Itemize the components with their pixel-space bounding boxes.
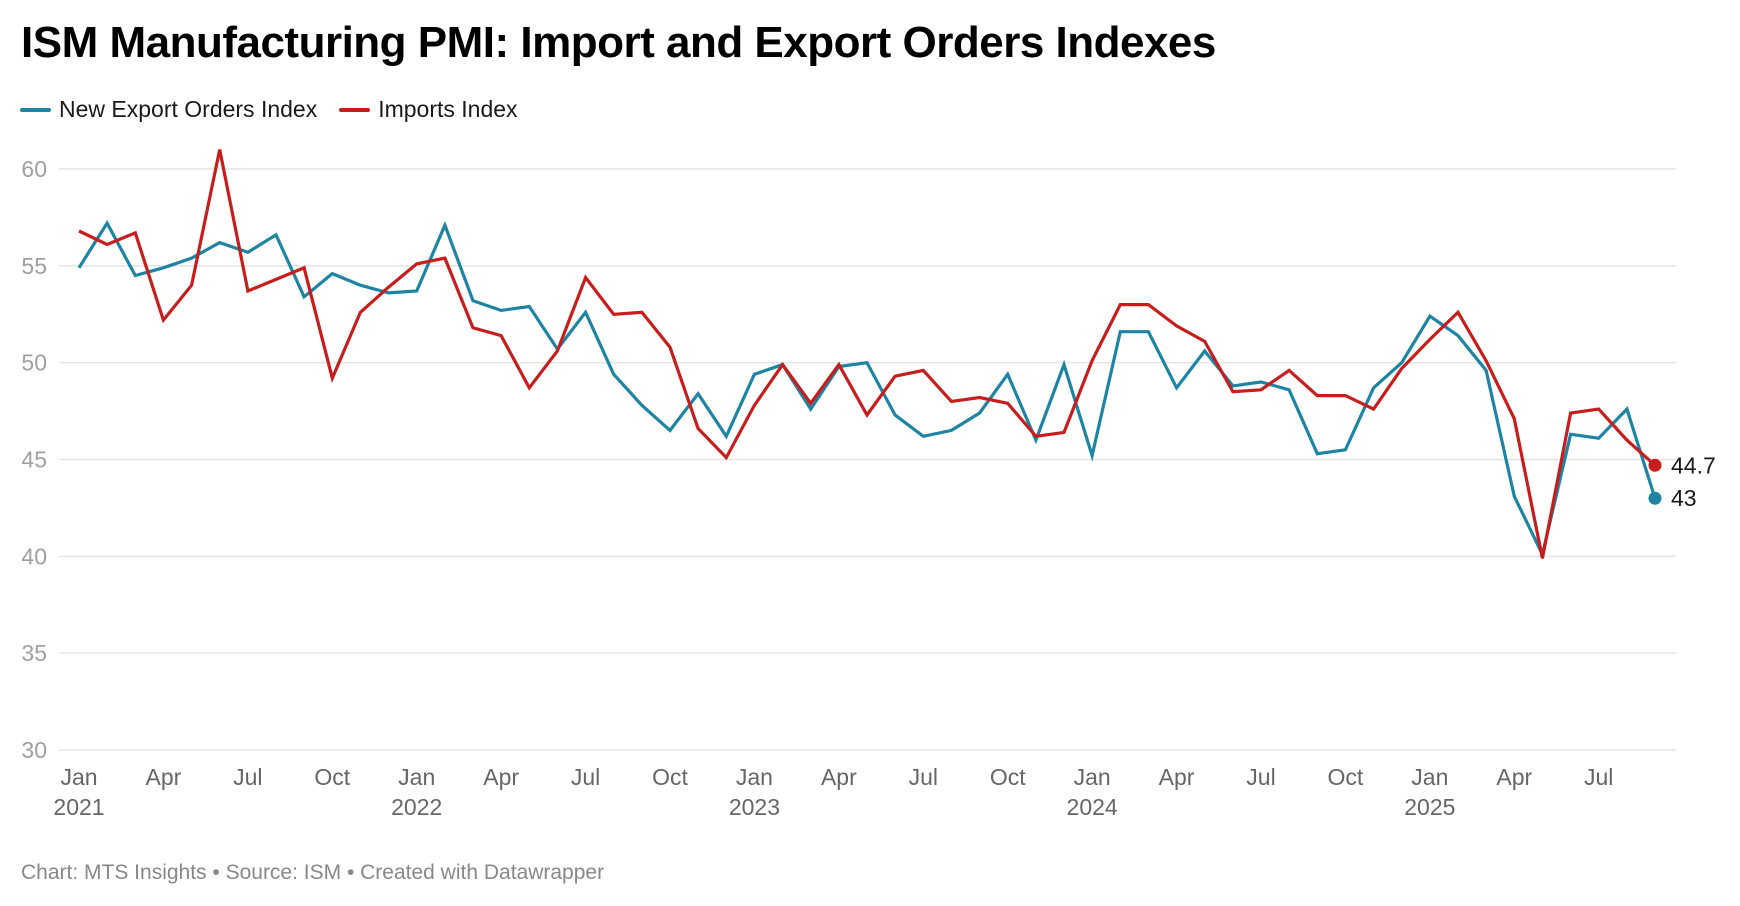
legend-swatch-export	[20, 107, 51, 112]
x-tick-label: Oct	[990, 764, 1026, 790]
x-tick-label: Jan	[1074, 764, 1111, 790]
end-marker-imports	[1648, 458, 1662, 472]
x-tick-label: Jan	[398, 764, 435, 790]
x-tick-label: Oct	[1328, 764, 1364, 790]
x-tick-label: Jul	[1584, 764, 1613, 790]
legend: New Export Orders Index Imports Index	[20, 96, 540, 123]
x-tick-year-label: 2022	[391, 794, 442, 820]
legend-item-imports: Imports Index	[339, 96, 518, 123]
x-tick-label: Oct	[314, 764, 350, 790]
y-tick-label: 50	[21, 350, 47, 376]
x-tick-label: Apr	[483, 764, 519, 790]
y-tick-label: 55	[21, 253, 47, 279]
x-tick-year-label: 2024	[1067, 794, 1118, 820]
x-tick-year-label: 2023	[729, 794, 780, 820]
chart-footer: Chart: MTS Insights • Source: ISM • Crea…	[21, 861, 605, 884]
series	[77, 149, 1657, 560]
y-tick-label: 30	[21, 737, 47, 763]
x-tick-label: Jan	[1411, 764, 1448, 790]
end-marker-export	[1648, 491, 1662, 505]
end-value-label-export: 43	[1671, 485, 1697, 511]
x-tick-label: Jan	[60, 764, 97, 790]
x-tick-year-label: 2021	[53, 794, 104, 820]
y-axis: 30 35 40 45 50 55 60	[21, 156, 47, 763]
x-tick-label: Apr	[821, 764, 857, 790]
x-tick-year-label: 2025	[1404, 794, 1455, 820]
x-tick-label: Jul	[233, 764, 262, 790]
legend-label-export: New Export Orders Index	[59, 96, 318, 122]
gridlines	[59, 168, 1676, 751]
series-line-imports	[78, 149, 1657, 559]
x-tick-label: Jul	[571, 764, 600, 790]
x-tick-label: Jan	[736, 764, 773, 790]
y-tick-label: 60	[21, 156, 47, 182]
x-tick-label: Oct	[652, 764, 688, 790]
end-labels: 43 44.7	[1648, 452, 1716, 511]
x-tick-label: Jul	[909, 764, 938, 790]
x-tick-label: Apr	[146, 764, 182, 790]
series-line-export	[77, 220, 1657, 560]
y-tick-label: 45	[21, 447, 47, 473]
x-tick-label: Apr	[1496, 764, 1532, 790]
legend-swatch-imports	[339, 107, 371, 112]
x-tick-label: Jul	[1246, 764, 1275, 790]
x-tick-label: Apr	[1159, 764, 1195, 790]
chart-title: ISM Manufacturing PMI: Import and Export…	[21, 18, 1216, 67]
end-value-label-imports: 44.7	[1671, 452, 1716, 478]
x-axis: Jan 2021 Apr Jul Oct Jan 2022 Apr Jul Oct Jan 2023 A…	[53, 764, 1613, 820]
legend-label-imports: Imports Index	[378, 96, 518, 122]
legend-item-export: New Export Orders Index	[20, 96, 317, 123]
y-tick-label: 40	[21, 543, 47, 569]
y-tick-label: 35	[21, 640, 47, 666]
